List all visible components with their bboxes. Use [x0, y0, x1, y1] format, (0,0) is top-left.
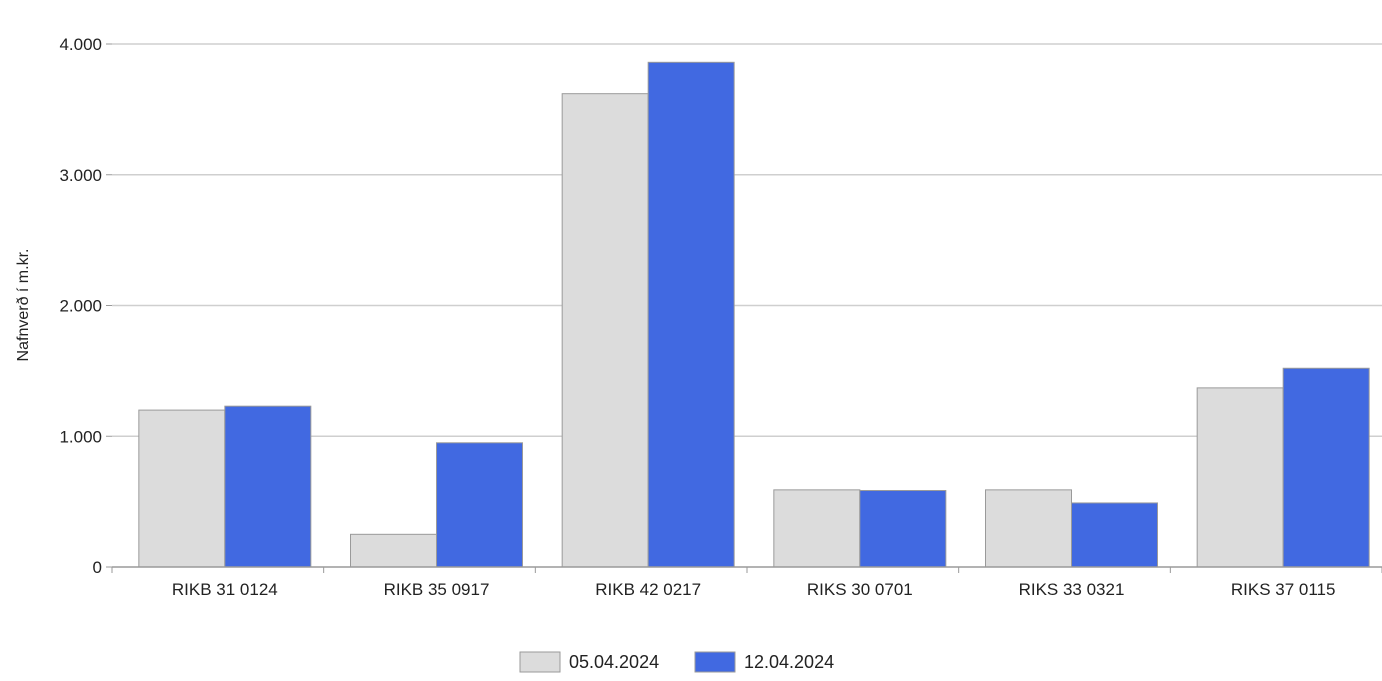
x-axis — [111, 566, 1382, 573]
bar-series1 — [561, 93, 649, 568]
x-tick-label: RIKB 35 0917 — [384, 580, 490, 599]
bar-series2 — [859, 490, 947, 568]
bars — [138, 61, 1370, 568]
bar-series2 — [1071, 502, 1158, 568]
bar-series2 — [436, 442, 523, 568]
bar-series1 — [138, 409, 226, 568]
x-tick-label: RIKS 37 0115 — [1231, 580, 1336, 599]
legend-label: 05.04.2024 — [569, 652, 659, 672]
gridlines — [112, 43, 1382, 437]
legend-swatch — [519, 651, 561, 673]
x-tick-label: RIKS 30 0701 — [807, 580, 913, 599]
y-axis-ticks: 0 1.000 2.000 3.000 4.000 — [59, 35, 112, 577]
y-tick-label: 1.000 — [59, 427, 102, 446]
bar-series2 — [1282, 367, 1370, 568]
x-tick-label: RIKS 33 0321 — [1019, 580, 1125, 599]
y-tick-label: 2.000 — [59, 297, 102, 316]
bar-series2 — [224, 405, 312, 568]
bar-series1 — [985, 489, 1072, 568]
y-tick-label: 4.000 — [59, 35, 102, 54]
x-tick-label: RIKB 42 0217 — [595, 580, 701, 599]
y-tick-label: 3.000 — [59, 166, 102, 185]
legend-label: 12.04.2024 — [744, 652, 834, 672]
y-tick-label: 0 — [93, 558, 102, 577]
x-axis-categories: RIKB 31 0124 RIKB 35 0917 RIKB 42 0217 RIKS… — [172, 580, 1336, 599]
x-tick-label: RIKB 31 0124 — [172, 580, 278, 599]
legend-swatch — [694, 651, 736, 673]
bar-series1 — [773, 489, 861, 568]
y-axis-title: Nafnverð í m.kr. — [15, 249, 32, 362]
legend: 05.04.2024 12.04.2024 — [519, 651, 834, 673]
bar-series2 — [647, 61, 735, 568]
bar-series1 — [1196, 387, 1284, 568]
bar-series1 — [350, 533, 437, 568]
